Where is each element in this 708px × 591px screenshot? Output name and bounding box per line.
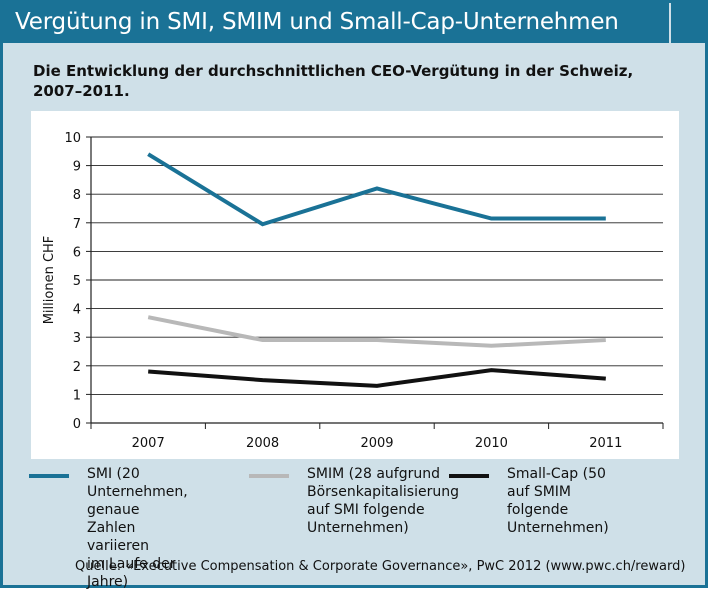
y-tick-label: 4 [73, 303, 81, 318]
series-line-smim [147, 315, 606, 348]
x-tick-label: 2011 [589, 436, 622, 451]
infographic-title: Vergütung in SMI, SMIM und Small-Cap-Unt… [15, 9, 619, 35]
y-tick-label: 10 [64, 131, 81, 146]
legend-swatch-smallcap [449, 474, 489, 478]
legend-swatch-smim [249, 474, 289, 478]
title-bar: Vergütung in SMI, SMIM und Small-Cap-Unt… [3, 3, 669, 43]
series-line-smi [147, 152, 606, 227]
legend-label-smallcap: Small-Cap (50 auf SMIM folgende Unterneh… [507, 466, 609, 536]
y-tick-label: 0 [73, 417, 81, 432]
series-line-smallcap [148, 368, 606, 388]
legend-label-smim: SMIM (28 aufgrund Börsenkapitalisierung … [307, 466, 459, 536]
y-tick-label: 5 [73, 274, 81, 289]
legend-label-smi: SMI (20 Unternehmen, genaue Zahlen varii… [87, 466, 188, 590]
y-tick-label: 9 [73, 160, 81, 175]
x-tick-label: 2010 [475, 436, 508, 451]
line-chart: 0 1 2 3 4 5 6 7 8 9 10 2007 2008 2009 2010 2011 Millione… [42, 131, 664, 451]
plot-area: 0 1 2 3 4 5 6 7 8 9 10 2007 2008 2009 2010 2011 Millione… [31, 111, 679, 459]
y-tick-label: 7 [73, 217, 81, 232]
x-tick-label: 2009 [360, 436, 393, 451]
y-tick-label: 1 [73, 388, 81, 403]
chart-subtitle: Die Entwicklung der durchschnittlichen C… [33, 62, 634, 100]
y-axis-label: Millionen CHF [42, 236, 57, 325]
title-bar-accent [671, 3, 705, 43]
x-tick-label: 2008 [246, 436, 279, 451]
legend-swatch-smi [29, 474, 69, 478]
y-tick-label: 2 [73, 360, 81, 375]
y-tick-label: 8 [73, 188, 81, 203]
y-tick-label: 3 [73, 331, 81, 346]
x-tick-label: 2007 [132, 436, 165, 451]
source-note: Quelle: «Executive Compensation & Corpor… [75, 559, 686, 574]
y-tick-label: 6 [73, 245, 81, 260]
